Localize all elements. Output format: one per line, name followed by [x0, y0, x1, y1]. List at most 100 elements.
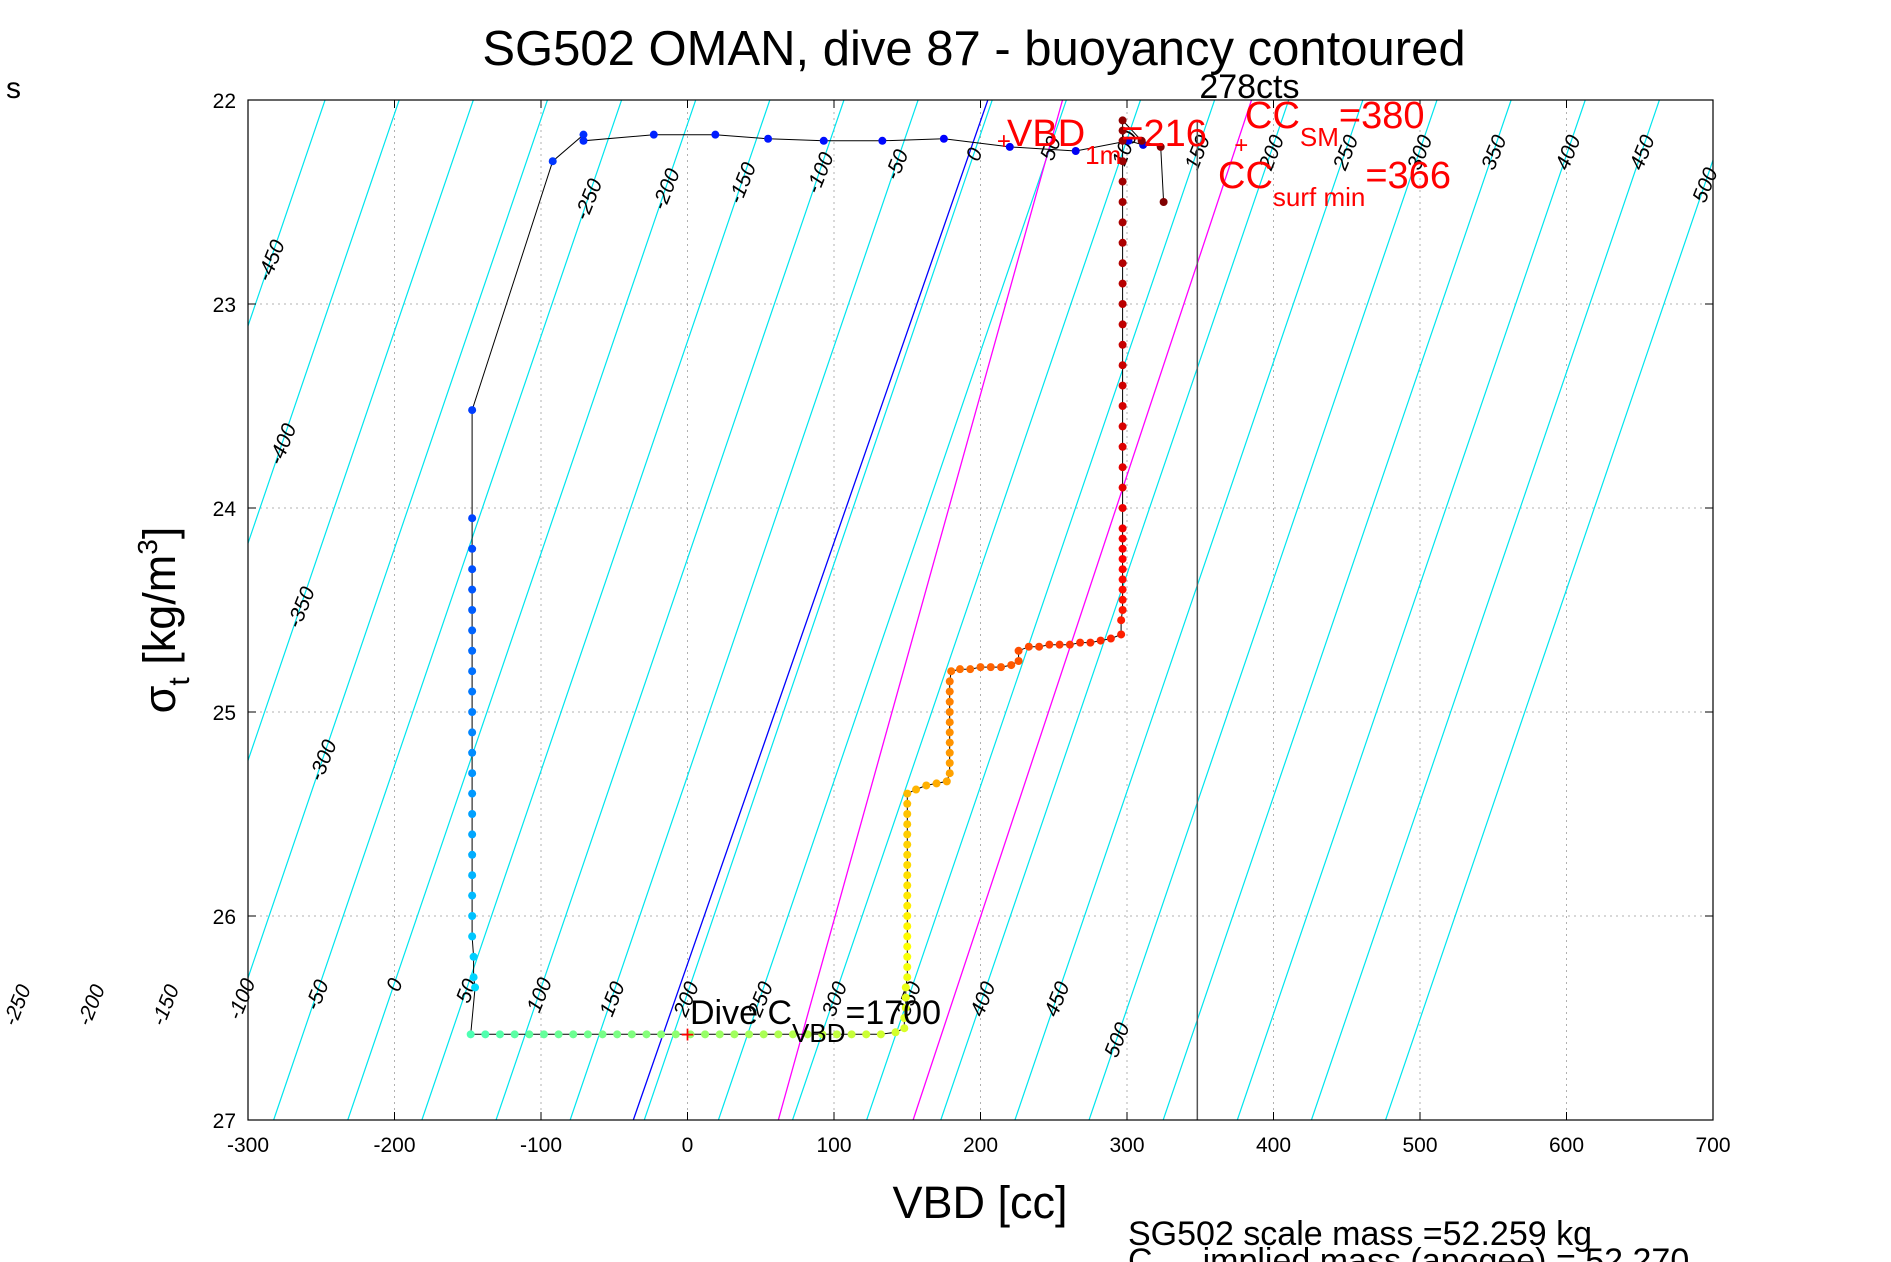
data-point	[466, 1030, 475, 1039]
data-point	[903, 881, 912, 890]
data-point	[901, 983, 910, 992]
data-point	[1014, 657, 1023, 665]
contour-line	[347, 100, 697, 1120]
contour-line	[569, 100, 919, 1120]
dive-trace-line	[470, 119, 1165, 1035]
data-point	[468, 810, 477, 818]
x-tick-label: 500	[1402, 1134, 1437, 1157]
chart-title: SG502 OMAN, dive 87 - buoyancy contoured	[482, 22, 1465, 76]
cc-surf-min-main: CC	[1218, 155, 1273, 197]
x-tick-label: -200	[373, 1134, 415, 1157]
data-point	[579, 130, 588, 139]
dive-c-marker: +	[680, 1021, 694, 1048]
data-point	[945, 718, 954, 727]
data-point	[745, 1030, 754, 1039]
data-point	[468, 667, 477, 676]
data-point	[583, 1030, 592, 1039]
data-point	[947, 667, 956, 676]
data-point	[945, 759, 954, 767]
data-point	[1118, 238, 1127, 247]
footer-scale-mass: SG502 scale mass =52.259 kg	[1128, 1215, 1592, 1253]
reference-line	[912, 100, 1253, 1120]
data-point	[1117, 616, 1126, 625]
contour-line	[717, 100, 1067, 1120]
contour-line	[1310, 100, 1660, 1120]
data-point	[1118, 504, 1127, 512]
data-point	[569, 1030, 578, 1039]
svg-text:σt [kg/m3]: σt [kg/m3]	[132, 527, 196, 714]
x-tick-label: 200	[963, 1134, 998, 1157]
data-point	[510, 1030, 519, 1039]
data-point	[903, 789, 912, 798]
x-tick-label: -300	[227, 1134, 269, 1157]
data-point	[1118, 300, 1127, 308]
contour-label: -350	[283, 583, 320, 631]
contour-label: -150	[724, 159, 761, 207]
contour-line	[273, 100, 623, 1120]
cc-surf-min-marker: +	[1234, 132, 1248, 159]
data-point	[1118, 136, 1127, 145]
footer-implied-mass-text: implied mass (apogee) = 52.270	[1203, 1242, 1690, 1262]
contour-label: -50	[881, 146, 914, 183]
data-point	[945, 697, 954, 706]
x-tick-label: 100	[816, 1134, 851, 1157]
data-point	[715, 1030, 724, 1039]
data-point	[642, 1030, 651, 1039]
contour-label: 400	[966, 978, 1001, 1019]
data-point	[1118, 361, 1127, 370]
data-point	[468, 850, 477, 859]
data-point	[903, 820, 912, 829]
x-tick-label: 600	[1549, 1134, 1584, 1157]
data-point	[671, 1030, 680, 1039]
data-point	[525, 1030, 534, 1039]
contour-labels: -450 -400 -350 -300 -250 -200 -150 -100 -50 0 50 10…	[0, 128, 1723, 1061]
data-point	[1106, 634, 1115, 643]
y-axis-ticks: 22 23 24 25 26 27	[213, 90, 1713, 1133]
data-point	[1159, 198, 1168, 206]
data-point	[1118, 177, 1127, 186]
buoyancy-contours	[248, 100, 1713, 1120]
data-point	[945, 677, 954, 686]
grid-lines	[247, 99, 1714, 1121]
data-point	[481, 1030, 490, 1039]
data-point	[945, 687, 954, 696]
contour-line	[1236, 100, 1586, 1120]
data-point	[468, 606, 477, 614]
data-point	[471, 983, 480, 992]
data-point	[932, 779, 941, 788]
contour-line	[643, 100, 993, 1120]
data-point	[1118, 585, 1127, 594]
dive-c-value: =1700	[846, 994, 942, 1032]
data-point	[1118, 259, 1127, 268]
cc-sm-sub: SM	[1300, 122, 1339, 152]
contour-line	[1088, 100, 1438, 1120]
data-point	[1118, 595, 1127, 604]
data-point	[997, 663, 1006, 672]
data-point	[966, 665, 975, 674]
data-point	[1055, 640, 1064, 649]
data-point	[468, 585, 477, 594]
data-point	[818, 1030, 827, 1039]
data-point	[1118, 340, 1127, 349]
contour-label: -100	[802, 149, 839, 197]
data-point	[901, 1003, 910, 1012]
contour-label: -100	[223, 975, 260, 1023]
contour-label: 400	[1551, 132, 1586, 173]
contour-line	[1014, 100, 1364, 1120]
contour-label: 0	[962, 145, 988, 165]
data-point	[1014, 646, 1023, 655]
data-point	[788, 1030, 797, 1039]
data-point	[945, 738, 954, 747]
data-point	[613, 1030, 622, 1039]
contour-label: -250	[570, 175, 607, 223]
data-point	[903, 799, 912, 808]
y-axis-label-unit-sup: 3	[132, 539, 163, 555]
contour-label: 450	[1040, 978, 1075, 1019]
data-point	[1156, 142, 1165, 151]
cc-surf-min-value: =366	[1365, 155, 1451, 197]
x-tick-label: 400	[1256, 1134, 1291, 1157]
data-point	[862, 1030, 871, 1039]
x-axis-label: VBD [cc]	[892, 1177, 1067, 1228]
data-point	[1118, 320, 1127, 329]
